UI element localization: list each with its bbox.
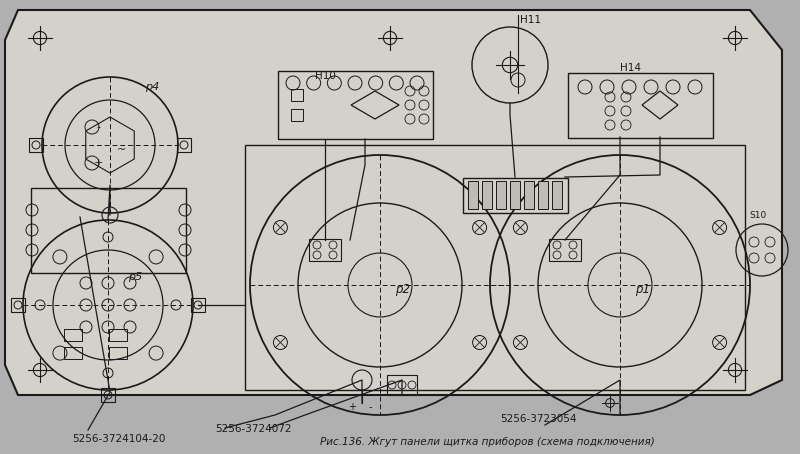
Bar	[278, 71, 433, 139]
Bar	[462, 178, 567, 212]
Polygon shape	[5, 10, 782, 395]
Text: р2: р2	[395, 283, 410, 296]
Bar	[64, 329, 82, 341]
Bar	[29, 138, 43, 152]
Bar	[11, 298, 25, 312]
Bar	[468, 181, 478, 209]
Text: -: -	[96, 122, 100, 132]
Bar	[64, 347, 82, 359]
Bar	[291, 89, 303, 101]
Bar	[101, 388, 115, 402]
Text: Н11: Н11	[520, 15, 541, 25]
Text: S10: S10	[749, 211, 766, 220]
Bar	[482, 181, 492, 209]
Bar	[30, 188, 186, 272]
Bar	[109, 347, 127, 359]
Bar	[191, 298, 205, 312]
Bar	[567, 73, 713, 138]
Bar	[387, 375, 417, 395]
Bar	[549, 239, 581, 261]
Bar	[291, 109, 303, 121]
Text: 5256-3724072: 5256-3724072	[215, 424, 291, 434]
Text: р4: р4	[145, 82, 159, 92]
Text: +: +	[348, 402, 356, 412]
Bar	[510, 181, 520, 209]
Text: Н10: Н10	[315, 71, 336, 81]
Bar	[177, 138, 191, 152]
Bar	[496, 181, 506, 209]
Text: Рис.136. Жгут панели щитка приборов (схема подключения): Рис.136. Жгут панели щитка приборов (схе…	[320, 437, 654, 447]
Text: 5256-3723054: 5256-3723054	[500, 414, 577, 424]
Bar	[309, 239, 341, 261]
Bar	[524, 181, 534, 209]
Text: Н14: Н14	[620, 63, 641, 73]
Text: р1: р1	[635, 283, 650, 296]
Text: +: +	[94, 158, 102, 168]
Text: ~: ~	[118, 145, 126, 155]
Text: 5256-3724104-20: 5256-3724104-20	[72, 434, 166, 444]
Text: р5: р5	[128, 272, 142, 282]
Text: -: -	[368, 402, 372, 412]
Bar	[538, 181, 548, 209]
Bar	[109, 329, 127, 341]
Bar	[552, 181, 562, 209]
